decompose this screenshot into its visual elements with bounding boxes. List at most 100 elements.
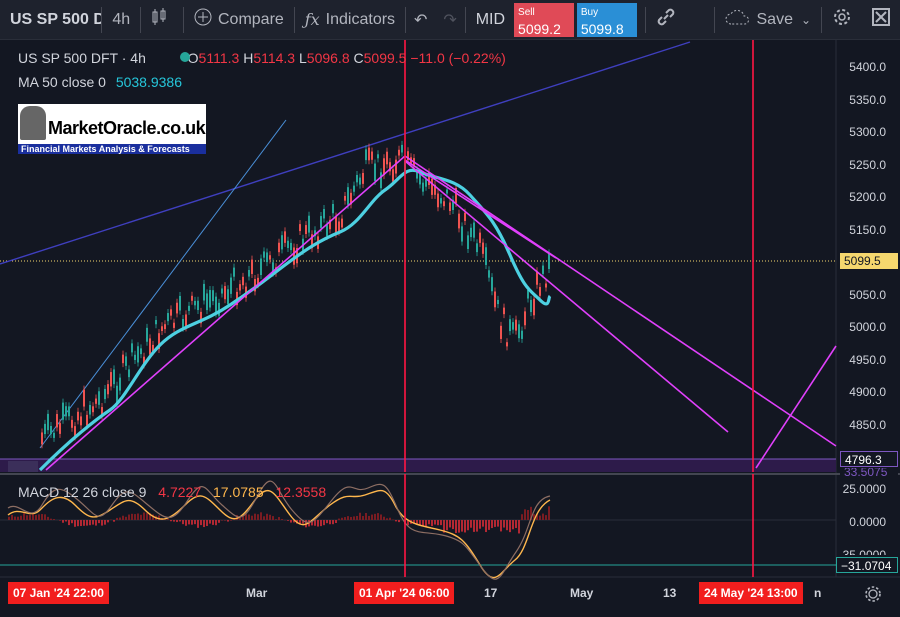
redo-icon: ↷ xyxy=(443,11,457,29)
macd-histogram-bar xyxy=(236,515,238,520)
candle-body xyxy=(416,170,418,179)
link-button[interactable] xyxy=(646,0,686,40)
chart-type-button[interactable] xyxy=(141,0,183,40)
macd-histogram-bar xyxy=(164,519,166,520)
candle-body xyxy=(191,295,193,301)
candle-body xyxy=(446,189,448,194)
cut-price-badge: 33.5075 xyxy=(840,468,898,478)
macd-histogram-bar xyxy=(506,520,508,531)
candle-body xyxy=(380,172,382,189)
macd-histogram-bar xyxy=(536,514,538,520)
candle-body xyxy=(284,231,286,243)
support-zone xyxy=(0,459,836,472)
macd-histogram-bar xyxy=(542,513,544,520)
sell-price: 5099.2 xyxy=(518,20,561,37)
macd-histogram-bar xyxy=(323,520,325,526)
candle-body xyxy=(227,289,229,305)
candle-body xyxy=(164,324,166,330)
settings-button[interactable] xyxy=(822,0,862,40)
macd-legend[interactable]: MACD 12 26 close 9 4.7227 17.0785 12.355… xyxy=(18,484,326,500)
fullscreen-button[interactable] xyxy=(862,0,900,40)
macd-signal-line xyxy=(7,489,551,579)
candle-body xyxy=(212,290,214,302)
macd-histogram-bar xyxy=(38,514,40,520)
macd-histogram-bar xyxy=(377,513,379,520)
ma50-line xyxy=(38,168,552,472)
toolbar-divider xyxy=(293,6,295,33)
redo-button[interactable]: ↷ xyxy=(435,0,464,40)
macd-histogram-bar xyxy=(299,520,301,525)
macd-histogram-bar xyxy=(17,516,19,520)
candle-body xyxy=(278,242,280,253)
buy-button[interactable]: Buy 5099.8 xyxy=(576,2,637,37)
macd-histogram-bar xyxy=(173,520,175,522)
candle-body xyxy=(218,302,220,316)
save-button[interactable]: Save ⌄ xyxy=(715,0,822,40)
macd-histogram-bar xyxy=(98,520,100,524)
candle-body xyxy=(434,184,436,195)
candle-body xyxy=(359,177,361,185)
function-icon: ƒx xyxy=(304,10,320,29)
macd-histogram-bar xyxy=(44,514,46,520)
macd-histogram-bar xyxy=(86,520,88,526)
candle-body xyxy=(134,354,136,361)
symbol-search[interactable]: US SP 500 D xyxy=(10,10,102,28)
candle-body xyxy=(224,286,226,300)
undo-button[interactable]: ↶ xyxy=(406,0,435,40)
macd-histogram-bar xyxy=(314,520,316,526)
candle-body xyxy=(515,319,517,331)
candle-body xyxy=(62,402,64,420)
macd-histogram-bar xyxy=(35,515,37,520)
candle-body xyxy=(254,279,256,292)
time-axis-settings-icon[interactable] xyxy=(865,586,881,602)
fullscreen-icon xyxy=(871,8,890,31)
candle-body xyxy=(458,213,460,229)
candle-body xyxy=(392,169,394,182)
candle-body xyxy=(203,283,205,301)
candle-body xyxy=(281,235,283,250)
macd-histogram-bar xyxy=(278,517,280,520)
macd-histogram-bar xyxy=(158,515,160,520)
candle-body xyxy=(398,149,400,156)
candle-body xyxy=(89,404,91,415)
candle-body xyxy=(251,259,253,274)
candle-body xyxy=(149,338,151,355)
candle-body xyxy=(194,300,196,306)
sell-button[interactable]: Sell 5099.2 xyxy=(514,2,574,37)
macd-histogram-bar xyxy=(488,520,490,530)
macd-histogram-bar xyxy=(194,520,196,525)
macd-histogram-bar xyxy=(77,520,79,527)
time-badge-start: 07 Jan '24 22:00 xyxy=(8,582,109,604)
compare-button[interactable]: Compare xyxy=(184,0,294,40)
macd-histogram-bar xyxy=(416,520,418,525)
macd-histogram-bar xyxy=(242,514,244,520)
candle-body xyxy=(386,151,388,165)
interval-button[interactable]: 4h xyxy=(112,10,131,28)
ohlc-low: L5096.8 xyxy=(298,50,350,66)
candle-body xyxy=(494,291,496,308)
macd-histogram-bar xyxy=(137,513,139,520)
candle-body xyxy=(182,319,184,328)
macd-histogram-bar xyxy=(152,514,154,520)
candle-body xyxy=(371,151,373,160)
candle-body xyxy=(56,414,58,428)
macd-histogram-bar xyxy=(509,520,511,533)
ma-legend[interactable]: MA 50 close 0 5038.9386 xyxy=(18,74,182,90)
macd-line xyxy=(7,480,551,580)
candle-body xyxy=(50,426,52,434)
macd-axis-label: 25.0000 xyxy=(842,482,886,496)
candle-body xyxy=(539,287,541,296)
indicators-button[interactable]: ƒx Indicators xyxy=(295,0,405,40)
toolbar-divider xyxy=(821,6,822,33)
candle-body xyxy=(110,372,112,387)
macd-histogram-bar xyxy=(362,516,364,520)
macd-histogram-bar xyxy=(302,520,304,524)
macd-histogram-bar xyxy=(140,514,142,520)
macd-signal-value: 12.3558 xyxy=(275,484,327,500)
macd-histogram-bar xyxy=(398,520,400,523)
link-icon xyxy=(656,7,676,32)
market-status-icon xyxy=(180,52,190,62)
macd-histogram-bar xyxy=(482,520,484,527)
candle-body xyxy=(428,172,430,185)
candle-body xyxy=(509,319,511,332)
